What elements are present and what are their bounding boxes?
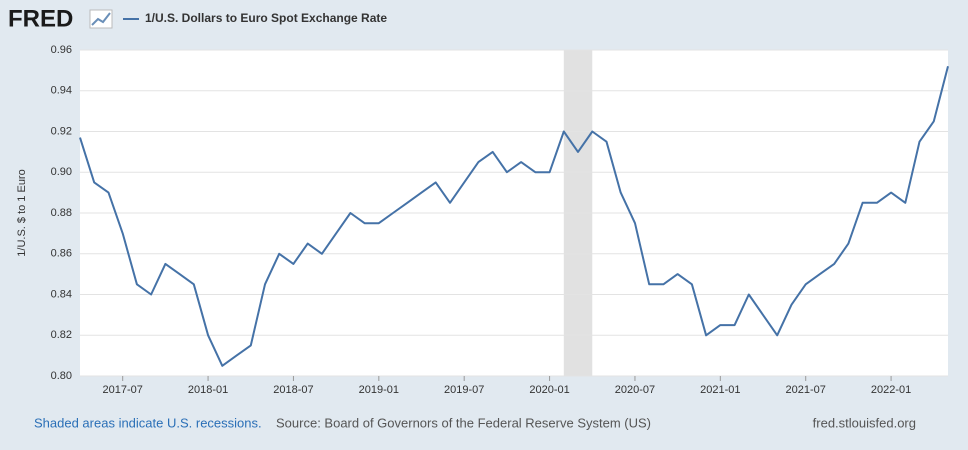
y-axis-label: 1/U.S. $ to 1 Euro bbox=[16, 169, 28, 256]
x-tick-label: 2021-07 bbox=[786, 384, 826, 396]
x-tick-label: 2018-07 bbox=[273, 384, 313, 396]
x-tick-label: 2019-07 bbox=[444, 384, 484, 396]
legend-label: 1/U.S. Dollars to Euro Spot Exchange Rat… bbox=[145, 11, 387, 25]
x-tick-label: 2019-01 bbox=[359, 384, 399, 396]
x-tick-label: 2017-07 bbox=[103, 384, 143, 396]
y-tick-label: 0.80 bbox=[51, 370, 72, 382]
y-tick-label: 0.86 bbox=[51, 248, 72, 260]
y-tick-label: 0.82 bbox=[51, 329, 72, 341]
y-tick-label: 0.90 bbox=[51, 166, 72, 178]
source-note: Source: Board of Governors of the Federa… bbox=[276, 415, 651, 430]
brand-logo[interactable]: FRED bbox=[8, 5, 73, 32]
y-tick-label: 0.94 bbox=[51, 85, 72, 97]
x-tick-label: 2020-07 bbox=[615, 384, 655, 396]
recession-note[interactable]: Shaded areas indicate U.S. recessions. bbox=[34, 415, 262, 430]
x-tick-label: 2018-01 bbox=[188, 384, 228, 396]
site-link[interactable]: fred.stlouisfed.org bbox=[813, 415, 916, 430]
x-tick-label: 2021-01 bbox=[700, 384, 740, 396]
y-tick-label: 0.96 bbox=[51, 44, 72, 56]
x-tick-label: 2020-01 bbox=[529, 384, 569, 396]
data-line bbox=[79, 66, 949, 367]
y-tick-label: 0.92 bbox=[51, 125, 72, 137]
y-tick-label: 0.88 bbox=[51, 207, 72, 219]
x-tick-label: 2022-01 bbox=[871, 384, 911, 396]
y-tick-label: 0.84 bbox=[51, 288, 72, 300]
logo-icon bbox=[89, 9, 113, 29]
